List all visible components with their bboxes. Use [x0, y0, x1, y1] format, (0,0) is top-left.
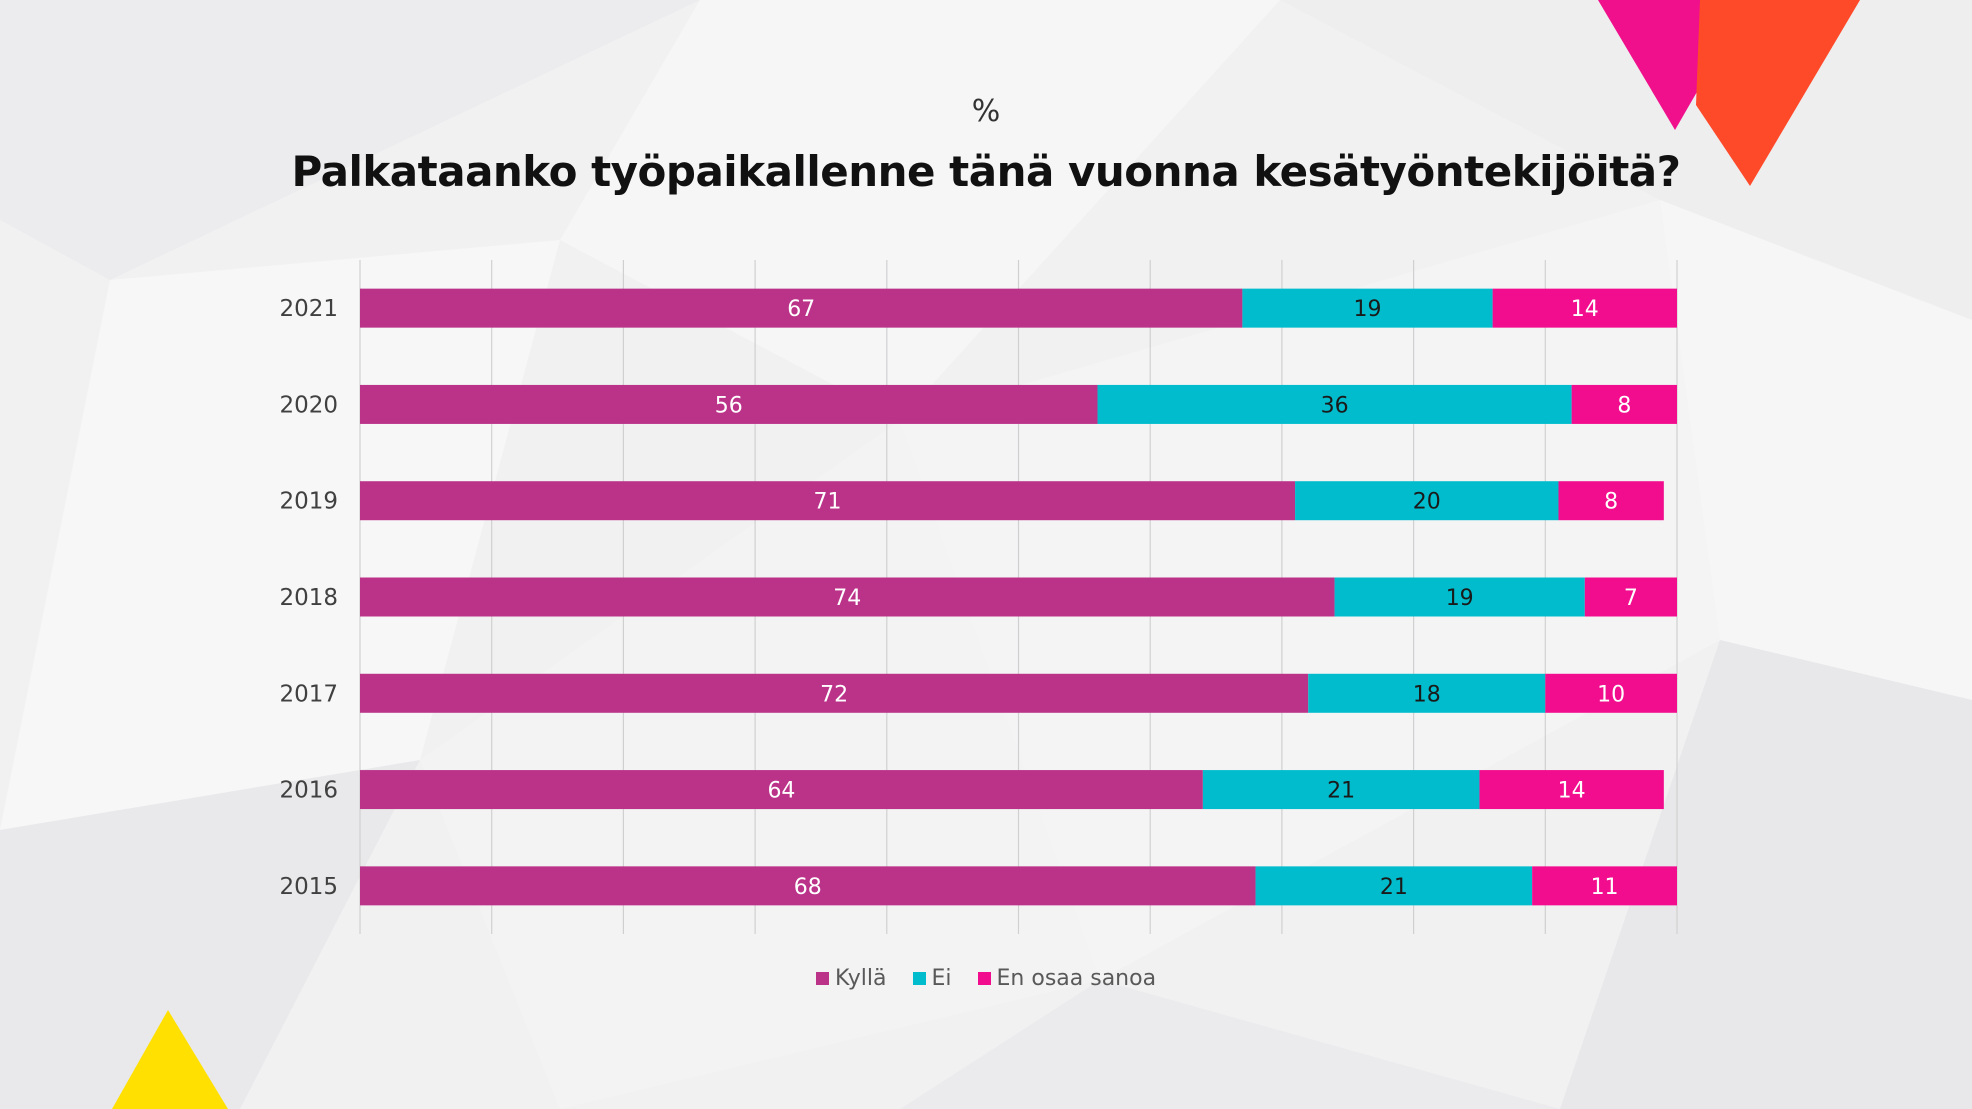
chart-title: Palkataanko työpaikallenne tänä vuonna k…: [291, 147, 1681, 196]
data-label-en-osaa-sanoa: 8: [1617, 393, 1631, 418]
legend-item-ei: Ei: [912, 966, 952, 991]
data-label-ei: 21: [1380, 875, 1408, 900]
data-label-en-osaa-sanoa: 8: [1604, 490, 1618, 515]
legend-item-kylla: Kyllä: [815, 966, 887, 991]
bar-segment-ei: [1202, 770, 1480, 810]
bar-segment-en-osaa-sanoa: [1545, 673, 1677, 713]
yellow-triangle-decoration: [112, 1010, 228, 1109]
bar-segment-en-osaa-sanoa: [1571, 384, 1677, 424]
category-label: 2018: [279, 585, 338, 611]
bar-segment-en-osaa-sanoa: [1492, 288, 1677, 328]
data-label-kylla: 72: [820, 682, 848, 707]
category-label: 2015: [279, 874, 338, 900]
bar-segment-ei: [1295, 481, 1559, 521]
data-label-ei: 19: [1446, 586, 1474, 611]
bar-segment-ei: [1255, 866, 1533, 906]
bar-segment-kylla: [360, 481, 1296, 521]
bar-segment-en-osaa-sanoa: [1479, 770, 1664, 810]
bar-segment-kylla: [360, 866, 1256, 906]
bar-segment-kylla: [360, 384, 1098, 424]
legend-swatch-en-osaa-sanoa: [977, 972, 991, 985]
data-label-kylla: 64: [767, 779, 795, 804]
data-label-en-osaa-sanoa: 10: [1597, 682, 1625, 707]
bar-segment-ei: [1308, 673, 1546, 713]
bar-segment-kylla: [360, 288, 1243, 328]
data-label-ei: 21: [1327, 779, 1355, 804]
data-label-en-osaa-sanoa: 7: [1624, 586, 1638, 611]
legend-swatch-kylla: [815, 972, 829, 985]
bar-segment-ei: [1242, 288, 1493, 328]
data-label-ei: 20: [1413, 490, 1441, 515]
legend: Kyllä Ei En osaa sanoa: [0, 966, 1972, 991]
category-label: 2021: [279, 296, 338, 322]
bar-segment-ei: [1097, 384, 1572, 424]
bar-segment-en-osaa-sanoa: [1532, 866, 1677, 906]
bar-segment-kylla: [360, 673, 1309, 713]
legend-label-kylla: Kyllä: [834, 966, 887, 991]
data-label-ei: 36: [1321, 393, 1349, 418]
data-label-ei: 18: [1413, 682, 1441, 707]
bar-segment-en-osaa-sanoa: [1558, 481, 1664, 521]
legend-swatch-ei: [912, 972, 926, 985]
data-label-ei: 19: [1354, 297, 1382, 322]
category-label: 2020: [279, 392, 338, 418]
category-label: 2016: [279, 778, 338, 804]
unit-label: %: [971, 94, 1001, 129]
data-label-en-osaa-sanoa: 11: [1591, 875, 1619, 900]
data-label-kylla: 56: [715, 393, 743, 418]
category-label: 2019: [279, 489, 338, 515]
legend-label-en-osaa-sanoa: En osaa sanoa: [996, 966, 1157, 991]
data-label-kylla: 71: [814, 490, 842, 515]
data-label-en-osaa-sanoa: 14: [1571, 297, 1599, 322]
bar-segment-kylla: [360, 770, 1203, 810]
data-label-en-osaa-sanoa: 14: [1558, 779, 1586, 804]
orange-triangle-decoration: [1696, 0, 1860, 186]
bar-segment-en-osaa-sanoa: [1584, 577, 1677, 617]
bar-segment-kylla: [360, 577, 1335, 617]
bar-segment-ei: [1334, 577, 1585, 617]
data-label-kylla: 74: [833, 586, 861, 611]
data-label-kylla: 68: [794, 875, 822, 900]
category-label: 2017: [279, 681, 338, 707]
data-label-kylla: 67: [787, 297, 815, 322]
legend-item-en-osaa-sanoa: En osaa sanoa: [977, 966, 1157, 991]
legend-label-ei: Ei: [931, 966, 952, 991]
